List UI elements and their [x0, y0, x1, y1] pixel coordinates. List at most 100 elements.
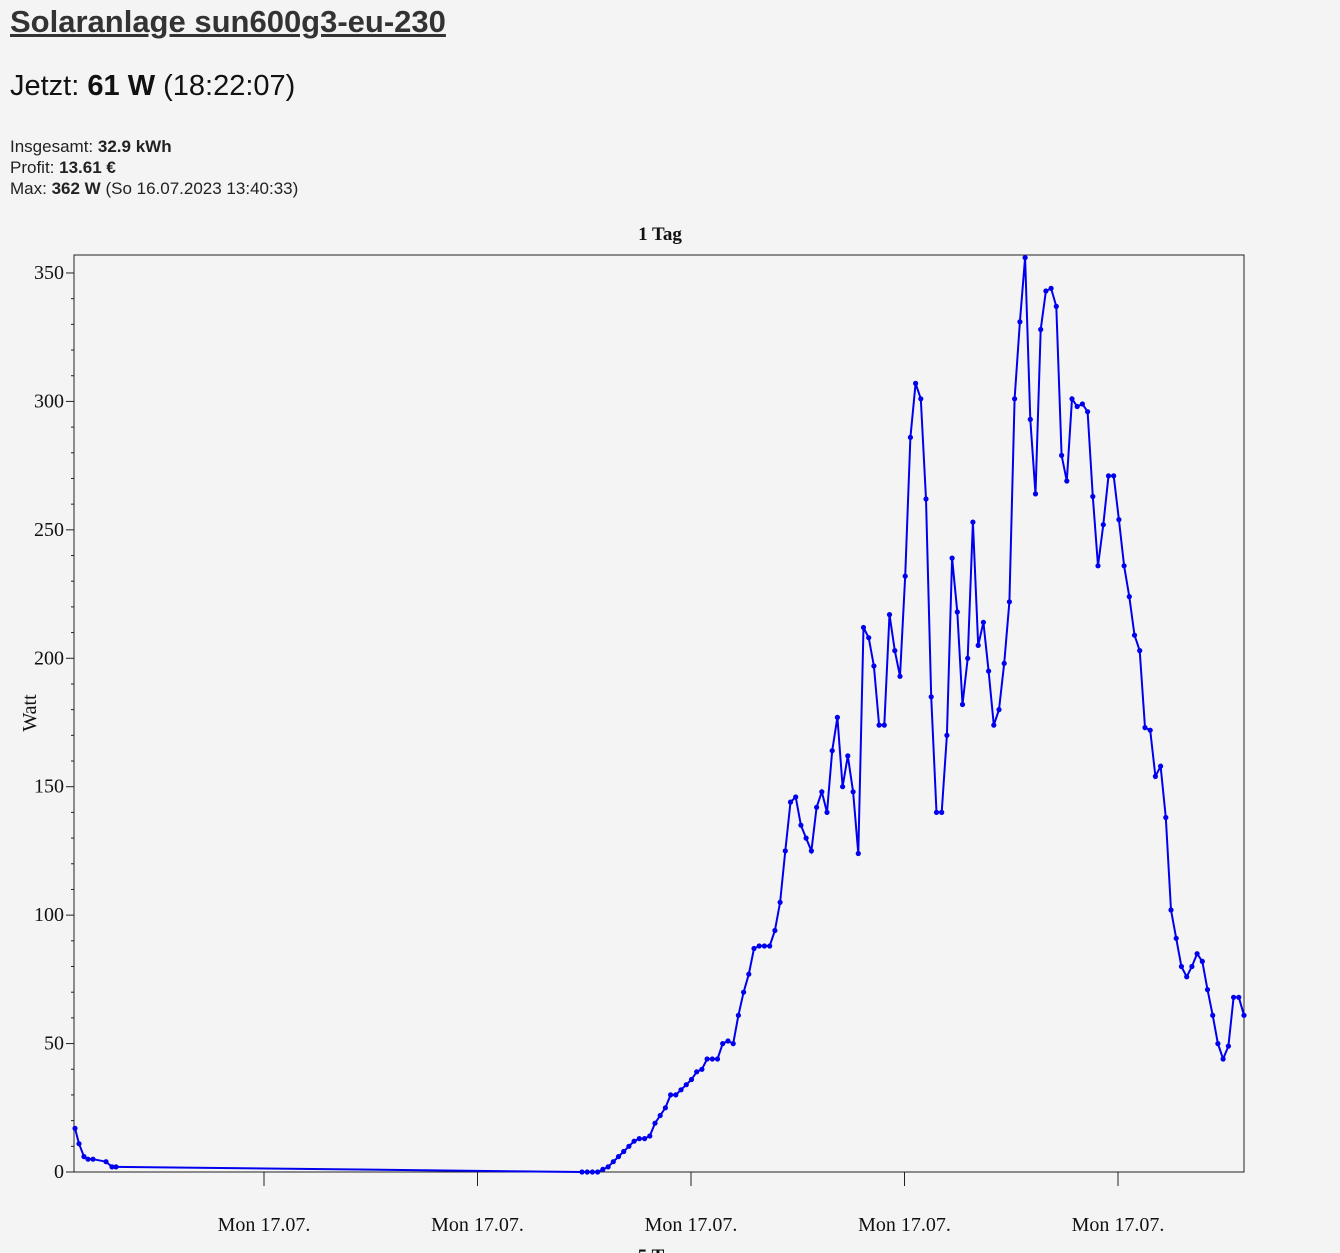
data-point — [688, 1076, 695, 1083]
data-point — [756, 943, 762, 949]
data-point — [777, 899, 783, 905]
data-point — [720, 1041, 726, 1047]
data-point — [965, 655, 971, 661]
data-point — [668, 1092, 674, 1098]
next-chart-title: 5 T — [638, 1246, 665, 1253]
data-point — [657, 1112, 663, 1119]
data-point — [1017, 319, 1023, 325]
data-point — [928, 694, 934, 700]
data-point — [1168, 907, 1174, 913]
data-point — [1131, 632, 1138, 638]
data-point — [798, 822, 804, 828]
data-point — [787, 799, 794, 805]
data-point — [913, 380, 919, 386]
data-point — [897, 673, 903, 679]
data-point — [1006, 599, 1013, 605]
data-point — [1105, 473, 1112, 479]
data-point — [824, 809, 830, 816]
data-point — [714, 1056, 721, 1062]
chart-title: 1 Tag — [638, 224, 682, 245]
data-point — [944, 732, 950, 738]
stat-total-label: Insgesamt: — [10, 137, 94, 156]
current-power-value: 61 W — [87, 70, 156, 102]
data-point — [610, 1159, 616, 1165]
data-point — [876, 722, 882, 728]
data-point — [845, 753, 851, 759]
data-point — [683, 1082, 689, 1088]
data-point — [1048, 285, 1054, 291]
data-point — [1236, 994, 1242, 1000]
data-point — [741, 989, 747, 995]
data-point — [103, 1159, 109, 1165]
data-point — [986, 668, 992, 674]
data-point — [699, 1066, 705, 1072]
data-point — [1059, 452, 1065, 458]
data-point — [1147, 727, 1153, 733]
data-point — [829, 748, 835, 754]
y-axis-label: Watt — [19, 694, 41, 732]
data-point — [772, 927, 778, 934]
data-point — [579, 1169, 585, 1175]
data-point — [1100, 522, 1106, 528]
stat-total: Insgesamt: 32.9 kWh — [10, 136, 298, 157]
data-point — [1225, 1043, 1231, 1049]
stats-block: Insgesamt: 32.9 kWh Profit: 13.61 € Max:… — [10, 136, 298, 199]
data-point — [1053, 303, 1059, 309]
data-point — [933, 809, 940, 816]
data-point — [1215, 1041, 1221, 1047]
y-axis: 0 50 100 150 200 250 300 350 — [34, 262, 74, 1183]
data-point — [886, 612, 893, 618]
page-title[interactable]: Solaranlage sun600g3-eu-230 — [10, 4, 446, 39]
data-point — [1163, 814, 1169, 821]
data-point — [647, 1133, 653, 1139]
data-point — [1121, 563, 1127, 569]
data-point — [678, 1087, 684, 1093]
data-point — [814, 804, 820, 810]
y-tick-label: 0 — [54, 1161, 64, 1183]
data-point — [85, 1156, 91, 1162]
data-point — [1069, 396, 1075, 402]
data-point — [1158, 763, 1164, 769]
data-point — [803, 835, 809, 841]
data-point — [662, 1105, 669, 1111]
data-point — [923, 496, 929, 502]
y-tick-label: 50 — [44, 1033, 64, 1055]
y-tick-label: 250 — [34, 519, 64, 541]
y-tick-label: 100 — [34, 904, 64, 926]
current-power-time: (18:22:07) — [163, 70, 296, 102]
data-point — [109, 1164, 115, 1170]
data-point — [975, 642, 981, 648]
data-point — [761, 943, 768, 949]
data-point — [751, 945, 757, 952]
data-point — [615, 1154, 622, 1160]
x-tick-label: Mon 17.07. — [858, 1214, 951, 1236]
data-point — [81, 1154, 87, 1160]
data-point — [1095, 563, 1101, 569]
data-point — [892, 648, 898, 654]
stat-max-time: (So 16.07.2023 13:40:33) — [105, 179, 299, 198]
data-point — [855, 850, 861, 857]
data-point — [970, 519, 976, 525]
data-point — [636, 1136, 642, 1142]
data-point — [1231, 994, 1237, 1000]
data-point — [589, 1169, 596, 1175]
data-point — [907, 434, 914, 440]
data-point — [871, 663, 877, 669]
data-point — [631, 1138, 637, 1144]
data-point — [1173, 935, 1179, 941]
data-point — [954, 609, 960, 615]
data-point — [1152, 773, 1158, 780]
data-point — [1111, 473, 1117, 479]
data-point — [1116, 517, 1122, 523]
data-point — [918, 396, 924, 402]
x-axis: Mon 17.07. Mon 17.07. Mon 17.07. Mon 17.07.… — [218, 1172, 1164, 1236]
current-power: Jetzt: 61 W (18:22:07) — [10, 70, 295, 103]
data-point — [694, 1069, 700, 1075]
data-point — [735, 1012, 742, 1018]
data-point — [996, 707, 1002, 713]
data-point — [902, 573, 908, 579]
data-point — [113, 1164, 119, 1170]
data-point — [1126, 594, 1132, 600]
data-point — [1090, 493, 1096, 500]
data-point — [730, 1041, 736, 1047]
